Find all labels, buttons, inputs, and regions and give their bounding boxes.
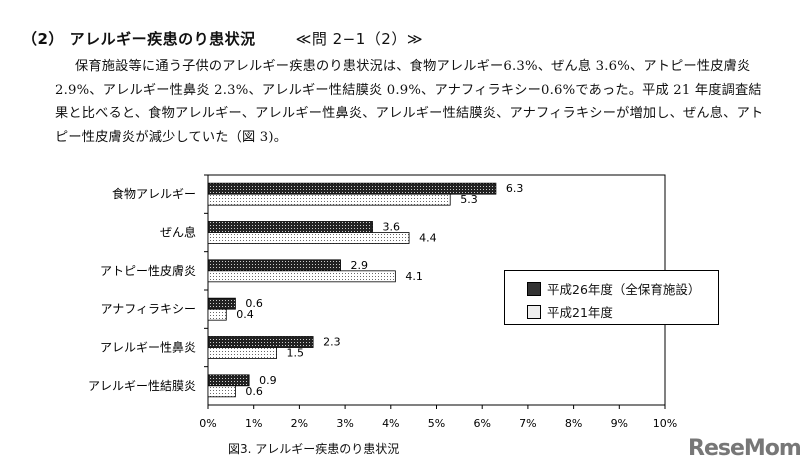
chart-legend: 平成26年度（全保育施設） 平成21年度 xyxy=(504,270,719,325)
data-label: 4.4 xyxy=(419,232,437,245)
bar-h26 xyxy=(207,182,497,195)
x-tick-label: 8% xyxy=(565,417,582,430)
legend-label: 平成21年度 xyxy=(547,305,613,320)
x-tick-label: 1% xyxy=(245,417,262,430)
data-label: 3.6 xyxy=(383,221,401,234)
bar-h26 xyxy=(207,221,373,233)
data-label: 0.4 xyxy=(236,308,254,321)
legend-swatch-h26 xyxy=(527,281,541,296)
x-tick-label: 3% xyxy=(336,417,353,430)
x-tick-label: 6% xyxy=(473,417,490,430)
resemom-logo: ReseMom xyxy=(688,436,800,461)
bar-h21 xyxy=(207,347,277,359)
data-label: 2.3 xyxy=(323,336,341,349)
legend-swatch-h21 xyxy=(527,304,541,319)
heading-ref: ≪問 2−1（2）≫ xyxy=(295,30,424,48)
x-tick-label: 7% xyxy=(519,417,536,430)
category-label: ぜん息 xyxy=(160,225,196,240)
data-label: 2.9 xyxy=(351,259,369,272)
data-label: 0.9 xyxy=(259,374,277,387)
x-tick-label: 5% xyxy=(428,417,445,430)
bar-h21 xyxy=(207,232,410,244)
section-heading: （2） アレルギー疾患のり患状況 ≪問 2−1（2）≫ xyxy=(22,28,423,49)
x-tick-label: 9% xyxy=(611,417,628,430)
category-label: アレルギー性結膜炎 xyxy=(88,379,196,393)
legend-label: 平成26年度（全保育施設） xyxy=(547,282,701,297)
data-label: 4.1 xyxy=(405,270,423,283)
data-label: 6.3 xyxy=(506,182,524,195)
bar-h26 xyxy=(207,259,341,272)
category-label: アレルギー性鼻炎 xyxy=(100,340,196,355)
category-label: 食物アレルギー xyxy=(112,186,196,201)
data-label: 1.5 xyxy=(287,347,305,360)
x-tick-label: 2% xyxy=(291,417,308,430)
data-label: 0.6 xyxy=(245,297,262,310)
category-label: アナフィラキシー xyxy=(100,302,196,316)
bar-h21 xyxy=(207,385,236,398)
heading-title: （2） アレルギー疾患のり患状況 xyxy=(22,30,256,48)
body-paragraph: 保育施設等に通う子供のアレルギー疾患のり患状況は、食物アレルギー6.3%、ぜん息… xyxy=(55,59,764,145)
data-label: 0.6 xyxy=(245,385,262,398)
bar-h21 xyxy=(207,193,451,206)
bar-h21 xyxy=(207,270,396,283)
x-tick-label: 10% xyxy=(653,417,677,430)
x-tick-label: 4% xyxy=(382,417,399,430)
bar-h26 xyxy=(207,374,250,387)
chart-caption: 図3. アレルギー疾患のり患状況 xyxy=(228,442,400,456)
bar-h26 xyxy=(207,297,236,310)
bar-h21 xyxy=(207,308,227,321)
category-label: アトピー性皮膚炎 xyxy=(100,263,196,278)
data-label: 5.3 xyxy=(460,193,478,206)
x-tick-label: 0% xyxy=(199,417,216,430)
